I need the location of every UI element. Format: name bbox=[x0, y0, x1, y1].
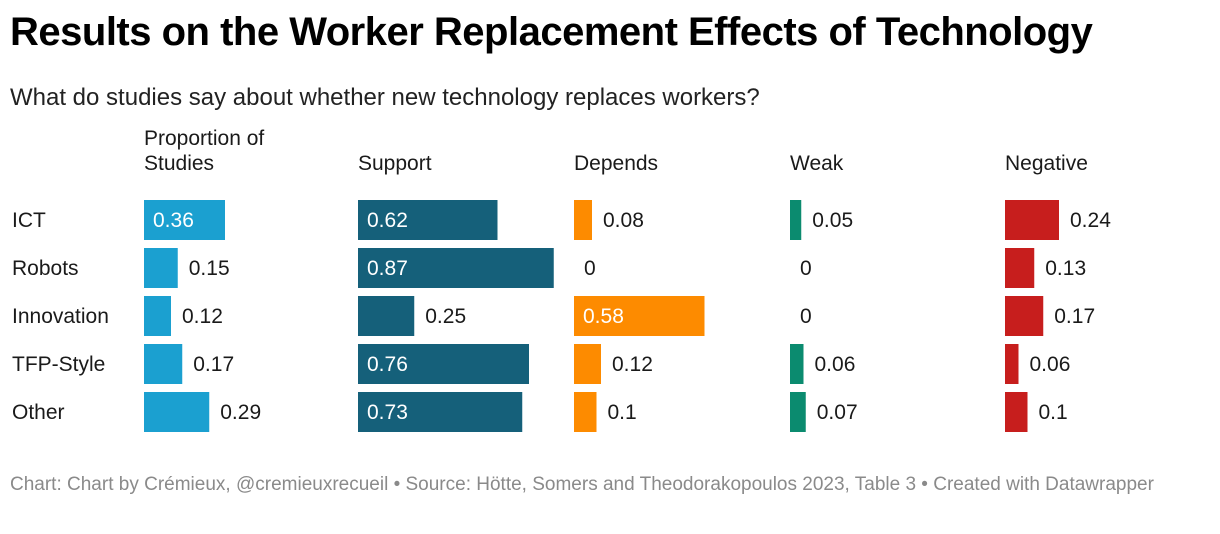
row-label-tfp-style: TFP-Style bbox=[12, 353, 105, 376]
value-label-depends-tfp-style: 0.12 bbox=[612, 353, 653, 376]
value-label-proportion-of-studies-innovation: 0.12 bbox=[182, 305, 223, 328]
bar-proportion-of-studies-other bbox=[144, 392, 210, 432]
column-header-weak: Weak bbox=[790, 152, 844, 175]
value-label-support-other: 0.73 bbox=[367, 401, 408, 424]
column-header-support: Support bbox=[358, 152, 432, 175]
bar-proportion-of-studies-robots bbox=[144, 248, 178, 288]
column-header-depends: Depends bbox=[574, 152, 658, 175]
value-label-negative-robots: 0.13 bbox=[1045, 257, 1086, 280]
value-label-negative-ict: 0.24 bbox=[1070, 209, 1111, 232]
row-label-robots: Robots bbox=[12, 257, 79, 280]
value-label-proportion-of-studies-tfp-style: 0.17 bbox=[193, 353, 234, 376]
value-label-support-ict: 0.62 bbox=[367, 209, 408, 232]
bar-proportion-of-studies-tfp-style bbox=[144, 344, 183, 384]
bar-depends-ict bbox=[574, 200, 592, 240]
bar-proportion-of-studies-ict bbox=[144, 200, 225, 240]
bar-support-robots bbox=[358, 248, 554, 288]
chart-title: Results on the Worker Replacement Effect… bbox=[10, 10, 1093, 54]
value-label-negative-tfp-style: 0.06 bbox=[1030, 353, 1071, 376]
value-label-weak-other: 0.07 bbox=[817, 401, 858, 424]
bar-support-ict bbox=[358, 200, 498, 240]
value-label-support-innovation: 0.25 bbox=[425, 305, 466, 328]
bar-support-tfp-style bbox=[358, 344, 529, 384]
bar-depends-innovation bbox=[574, 296, 705, 336]
value-label-depends-other: 0.1 bbox=[608, 401, 637, 424]
value-label-depends-robots: 0 bbox=[584, 257, 596, 280]
bar-negative-ict bbox=[1005, 200, 1059, 240]
value-label-weak-innovation: 0 bbox=[800, 305, 812, 328]
bar-negative-other bbox=[1005, 392, 1028, 432]
value-label-proportion-of-studies-ict: 0.36 bbox=[153, 209, 194, 232]
bar-weak-ict bbox=[790, 200, 802, 240]
bar-depends-other bbox=[574, 392, 597, 432]
value-label-support-tfp-style: 0.76 bbox=[367, 353, 408, 376]
column-header-negative: Negative bbox=[1005, 152, 1088, 175]
value-label-proportion-of-studies-robots: 0.15 bbox=[189, 257, 230, 280]
bar-negative-tfp-style bbox=[1005, 344, 1019, 384]
bar-support-innovation bbox=[358, 296, 415, 336]
column-header-proportion-of-studies-line-2: Studies bbox=[144, 152, 214, 175]
bar-weak-tfp-style bbox=[790, 344, 804, 384]
chart-subtitle: What do studies say about whether new te… bbox=[10, 84, 760, 111]
value-label-weak-ict: 0.05 bbox=[812, 209, 853, 232]
value-label-weak-tfp-style: 0.06 bbox=[815, 353, 856, 376]
value-label-proportion-of-studies-other: 0.29 bbox=[220, 401, 261, 424]
value-label-weak-robots: 0 bbox=[800, 257, 812, 280]
value-label-negative-innovation: 0.17 bbox=[1054, 305, 1095, 328]
value-label-negative-other: 0.1 bbox=[1039, 401, 1068, 424]
row-label-innovation: Innovation bbox=[12, 305, 109, 328]
value-label-support-robots: 0.87 bbox=[367, 257, 408, 280]
column-header-proportion-of-studies-line-1: Proportion of bbox=[144, 127, 264, 150]
bar-depends-tfp-style bbox=[574, 344, 601, 384]
row-label-other: Other bbox=[12, 401, 65, 424]
bar-chart: ICT Robots Innovation TFP-Style Other Proport… bbox=[12, 127, 1111, 432]
value-label-depends-ict: 0.08 bbox=[603, 209, 644, 232]
value-label-depends-innovation: 0.58 bbox=[583, 305, 624, 328]
bar-negative-robots bbox=[1005, 248, 1035, 288]
bar-weak-other bbox=[790, 392, 806, 432]
bar-negative-innovation bbox=[1005, 296, 1044, 336]
bar-support-other bbox=[358, 392, 523, 432]
row-label-ict: ICT bbox=[12, 209, 46, 232]
bar-proportion-of-studies-innovation bbox=[144, 296, 171, 336]
chart-footer: Chart: Chart by Crémieux, @cremieuxrecue… bbox=[10, 474, 1154, 495]
